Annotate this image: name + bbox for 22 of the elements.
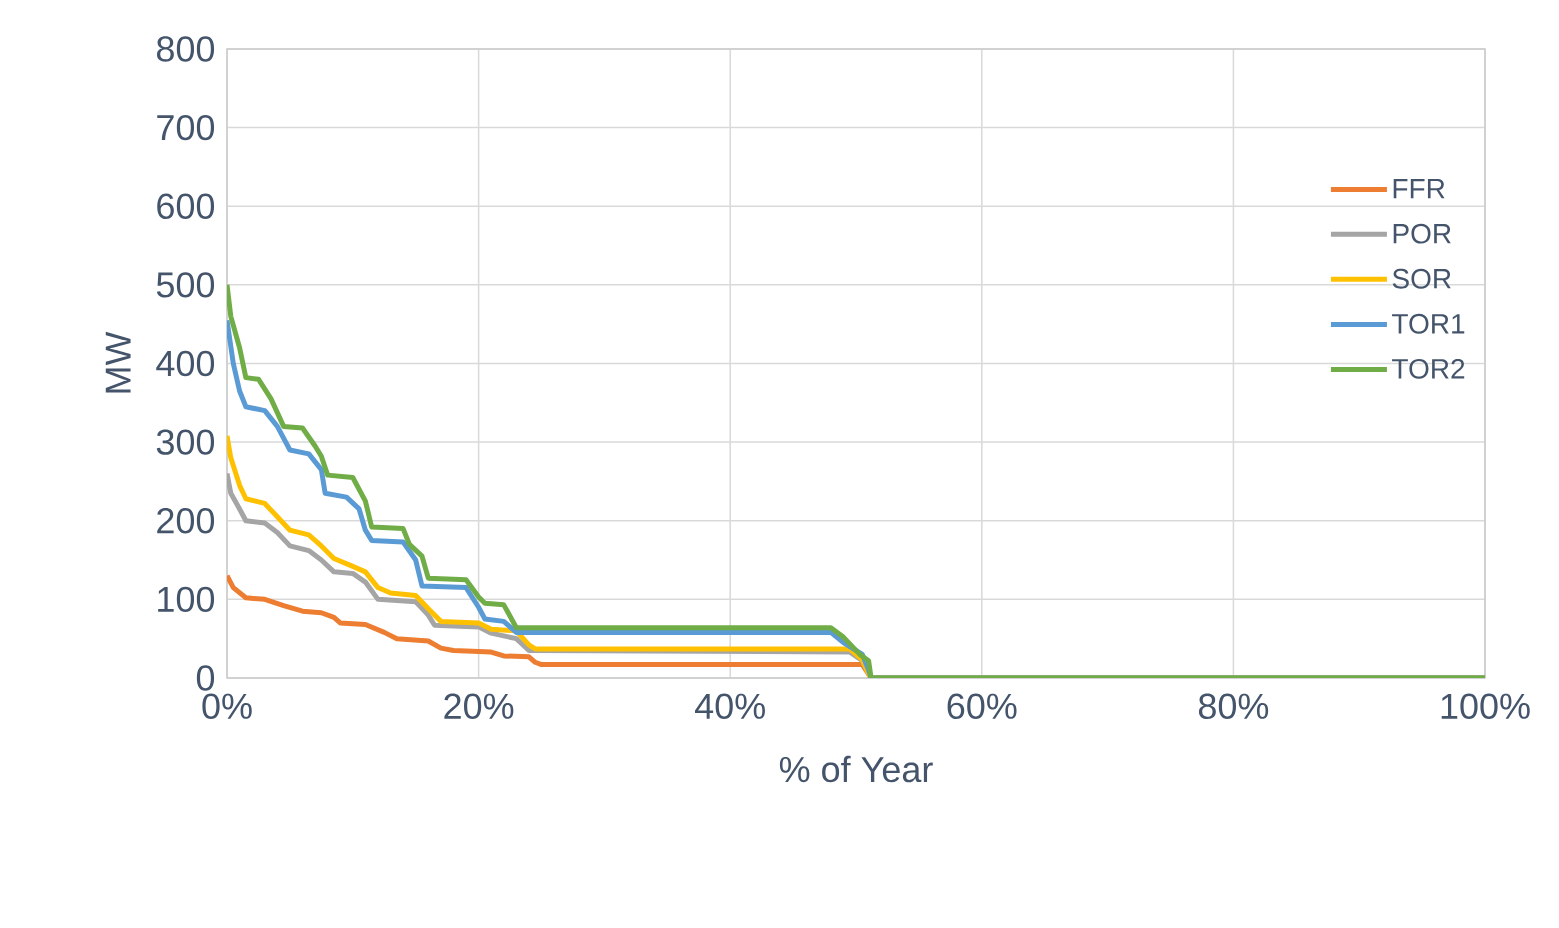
y-axis-title: MW bbox=[105, 331, 131, 393]
y-tick-label: 100 bbox=[158, 586, 215, 613]
x-axis-title: % of Year bbox=[779, 755, 933, 783]
legend-label: FFR bbox=[1393, 179, 1445, 199]
legend-label: SOR bbox=[1392, 268, 1451, 289]
legend-label: TOR2 bbox=[1392, 358, 1465, 379]
x-tick-label: 20% bbox=[444, 693, 514, 719]
x-tick-label: 40% bbox=[695, 693, 765, 719]
y-tick-label: 600 bbox=[157, 193, 215, 219]
y-tick-label: 800 bbox=[156, 36, 215, 62]
y-tick-label: 500 bbox=[156, 272, 215, 298]
y-tick-label: 400 bbox=[156, 350, 215, 377]
y-tick-label: 300 bbox=[156, 429, 215, 455]
x-tick-label: 80% bbox=[1198, 693, 1269, 719]
y-tick-label: 200 bbox=[157, 508, 215, 534]
x-tick-label: 60% bbox=[947, 693, 1017, 719]
y-tick-label: 0 bbox=[196, 665, 215, 691]
x-tick-label: 0% bbox=[202, 693, 252, 719]
legend-label: POR bbox=[1393, 223, 1451, 244]
x-tick-label: 100% bbox=[1441, 693, 1530, 719]
legend-label: TOR1 bbox=[1392, 313, 1465, 334]
y-tick-label: 700 bbox=[157, 114, 215, 141]
